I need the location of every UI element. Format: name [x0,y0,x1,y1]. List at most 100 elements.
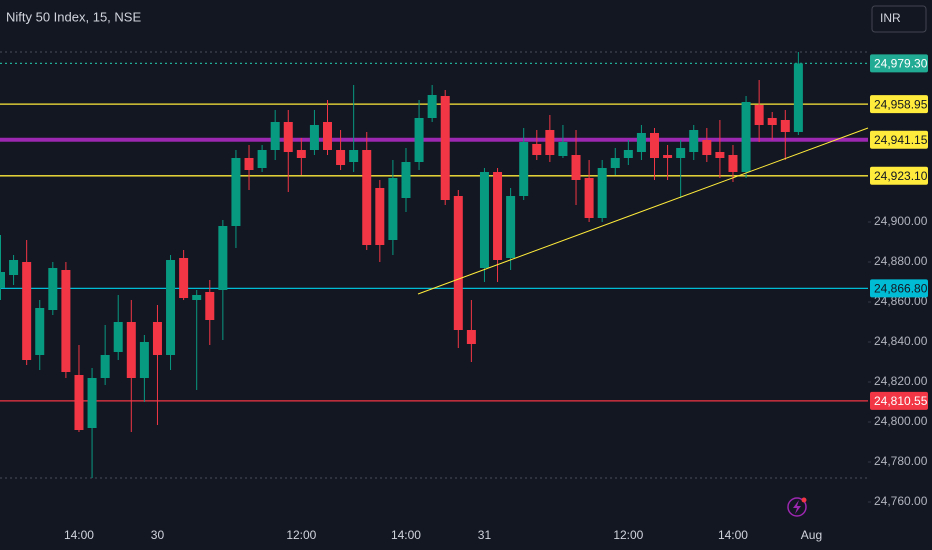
candle-body [257,150,267,168]
candle-body [663,155,673,158]
candle-body [192,295,202,300]
candle-body [610,158,620,168]
candle-body [650,133,659,158]
price-label: 24,979.30 [874,57,928,71]
candle-body [113,322,123,352]
x-tick-label: 14:00 [718,528,748,542]
candle-body [545,130,555,155]
candle-body [231,158,241,226]
price-label-box [870,95,928,114]
candle-body [35,308,45,355]
candle-body [100,355,110,378]
trend-line [417,127,869,295]
alert-icon[interactable] [787,497,807,517]
candle-body [166,260,176,355]
y-tick-label: 24,860.00 [874,294,928,308]
y-tick-label: 24,900.00 [874,214,928,228]
x-tick-label: 30 [151,528,165,542]
y-tick-label: 24,760.00 [874,494,928,508]
candle-body [636,133,646,152]
candle-body [767,118,777,125]
candle-body [780,120,790,132]
candle-body [754,105,764,125]
plot-area [0,52,868,478]
candle-body [414,118,424,162]
candle-body [270,122,280,150]
candle-body [623,150,633,158]
candle-body [702,140,712,155]
chart-title: Nifty 50 Index, 15, NSE [6,9,141,24]
candle-body [244,158,254,170]
candle-body [48,268,58,310]
y-tick-label: 24,820.00 [874,374,928,388]
x-tick-label: 14:00 [391,528,421,542]
candle-body [309,125,319,150]
candle-body [676,148,686,158]
candle-body [362,150,372,245]
candle-body [179,258,189,298]
x-tick-label: Aug [801,528,822,542]
icon-circle[interactable] [787,497,807,517]
price-label: 24,810.55 [874,394,928,408]
candle-body [205,292,215,320]
candle-body [283,122,293,152]
candle-body [0,272,5,288]
icon-bolt[interactable] [793,500,801,514]
candle-body [715,152,725,158]
candle-body [74,375,84,430]
candle-body [87,378,97,428]
candle-body [152,322,162,355]
price-label: 24,958.95 [874,97,928,111]
candle-body [440,96,450,200]
candle-body [126,322,136,378]
x-tick-label: 12:00 [286,528,316,542]
candle-body [336,150,346,165]
price-label-box [870,279,928,298]
candle-body [519,142,529,196]
candle-body [728,155,738,172]
candle-body [375,188,385,245]
candle-body [453,196,463,330]
price-label-box [870,391,928,410]
candle-body [323,122,332,150]
y-tick-label: 24,880.00 [874,254,928,268]
candle-body [493,172,503,260]
currency-label[interactable]: INR [880,11,901,25]
price-label: 24,941.15 [874,133,928,147]
candle-body [22,262,32,360]
candle-body [61,270,71,372]
candle-body [532,144,542,155]
candle-body [218,226,228,290]
candle-body [388,178,398,240]
candle-body [296,150,306,158]
candle-body [558,142,568,156]
candle-body [597,168,607,218]
candle-body [401,162,411,198]
price-label-box [870,54,928,73]
y-tick-label: 24,840.00 [874,334,928,348]
candle-body [793,63,803,132]
price-label-box [870,130,928,149]
price-label-box [870,166,928,185]
candle-body [479,172,489,268]
price-label: 24,923.10 [874,169,928,183]
y-tick-label: 24,780.00 [874,454,928,468]
x-tick-label: 12:00 [613,528,643,542]
price-label: 24,866.80 [874,282,928,296]
icon-dot[interactable] [801,497,807,503]
candle-body [506,196,516,258]
candle-body [466,330,476,344]
candle-body [689,130,699,152]
currency-button[interactable] [871,5,927,33]
y-tick-label: 24,800.00 [874,414,928,428]
candle-body [139,342,149,378]
candle-body [427,95,437,118]
x-tick-label: 14:00 [64,528,94,542]
candle-body [349,150,359,162]
candle-body [584,178,594,218]
candle-body [571,155,581,180]
x-tick-label: 31 [478,528,492,542]
